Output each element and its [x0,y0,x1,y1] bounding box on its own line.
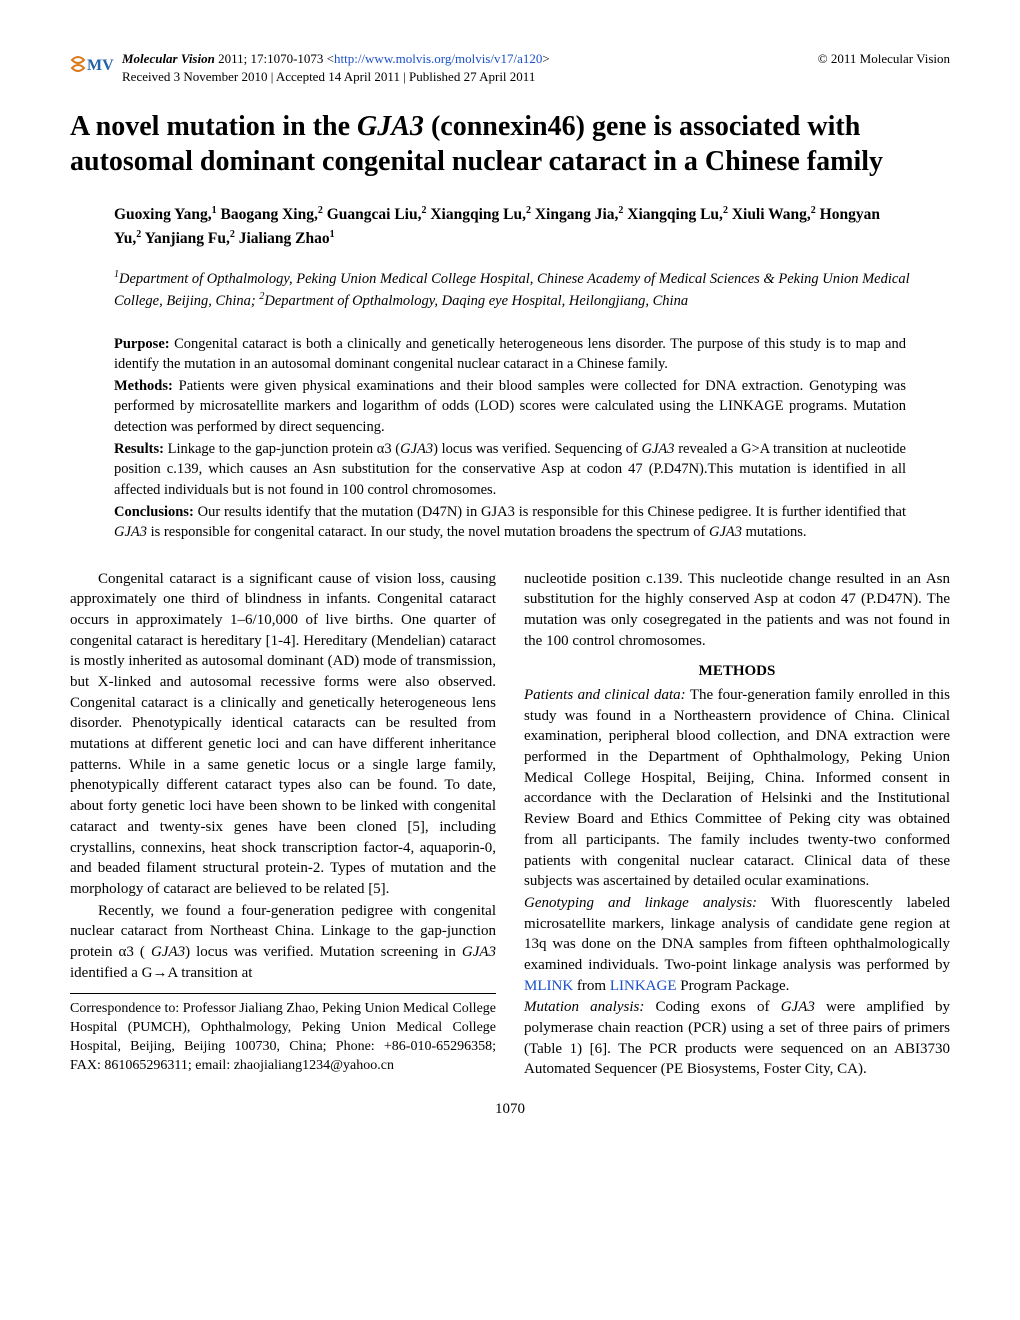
mutation-para: Mutation analysis: Coding exons of GJA3 … [524,997,950,1080]
article-url[interactable]: http://www.molvis.org/molvis/v17/a120 [334,51,542,66]
methods-label: Methods: [114,378,173,394]
cite-text: 2011; 17:1070-1073 < [215,51,334,66]
patients-text: The four-generation family enrolled in t… [524,687,950,889]
title-part-a: A novel mutation in the [70,111,357,142]
genotyping-para: Genotyping and linkage analysis: With fl… [524,893,950,996]
abstract-results: Results: Linkage to the gap-junction pro… [114,439,906,500]
abstract-methods: Methods: Patients were given physical ex… [114,376,906,437]
conclusions-label: Conclusions: [114,504,194,520]
copyright: © 2011 Molecular Vision [818,50,950,68]
results-text: Linkage to the gap-junction protein α3 (… [114,441,906,498]
intro-p2: Recently, we found a four-generation ped… [70,901,496,984]
body-columns: Congenital cataract is a significant cau… [70,569,950,1082]
correspondence: Correspondence to: Professor Jialiang Zh… [70,1000,496,1076]
page-number: 1070 [70,1099,950,1119]
mutation-subhead: Mutation analysis: [524,999,644,1015]
header-citation-block: Molecular Vision 2011; 17:1070-1073 <htt… [122,50,810,85]
svg-text:MV: MV [87,57,114,74]
abstract-purpose: Purpose: Congenital cataract is both a c… [114,334,906,375]
journal-name: Molecular Vision [122,51,215,66]
intro-p1: Congenital cataract is a significant cau… [70,569,496,900]
conclusions-text: Our results identify that the mutation (… [114,504,906,540]
genotyping-subhead: Genotyping and linkage analysis: [524,895,757,911]
authors-affiliations-block: Guoxing Yang,1 Baogang Xing,2 Guangcai L… [114,203,910,312]
title-gene: GJA3 [357,111,424,142]
results-label: Results: [114,441,164,457]
linkage-link[interactable]: LINKAGE [610,978,677,994]
geno-b: from [573,978,610,994]
patients-subhead: Patients and clinical data: [524,687,686,703]
right-cont-p: nucleotide position c.139. This nucleoti… [524,569,950,652]
received-dates: Received 3 November 2010 | Accepted 14 A… [122,68,810,86]
cite-close: > [542,51,549,66]
left-column: Congenital cataract is a significant cau… [70,569,496,1082]
methods-heading: METHODS [524,661,950,682]
journal-logo: MV [70,50,114,78]
geno-c: Program Package. [677,978,790,994]
header-cite-line: Molecular Vision 2011; 17:1070-1073 <htt… [122,50,810,68]
patients-para: Patients and clinical data: The four-gen… [524,685,950,892]
authors-list: Guoxing Yang,1 Baogang Xing,2 Guangcai L… [114,203,910,250]
affiliations: 1Department of Opthalmology, Peking Unio… [114,268,910,312]
correspondence-divider [70,993,496,994]
abstract-conclusions: Conclusions: Our results identify that t… [114,502,906,543]
right-column: nucleotide position c.139. This nucleoti… [524,569,950,1082]
abstract: Purpose: Congenital cataract is both a c… [114,334,906,543]
methods-text: Patients were given physical examination… [114,378,906,435]
purpose-text: Congenital cataract is both a clinically… [114,336,906,372]
mlink-link[interactable]: MLINK [524,978,573,994]
page-header: MV Molecular Vision 2011; 17:1070-1073 <… [70,50,950,85]
purpose-label: Purpose: [114,336,170,352]
article-title: A novel mutation in the GJA3 (connexin46… [70,109,950,179]
